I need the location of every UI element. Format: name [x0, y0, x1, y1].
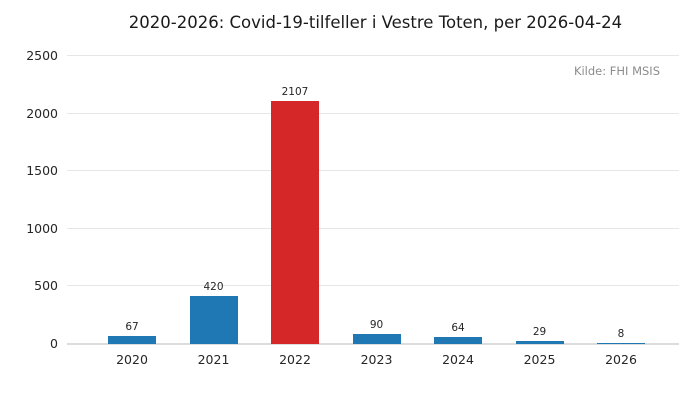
gridline [67, 170, 679, 172]
x-tick-label: 2025 [523, 352, 556, 367]
y-tick-label: 1000 [26, 220, 58, 236]
x-tick-label: 2026 [605, 352, 637, 367]
y-tick-label: 2000 [26, 105, 58, 121]
bar-2024 [434, 337, 482, 344]
y-tick-label: 1500 [26, 163, 58, 179]
bar-2025 [515, 341, 564, 344]
bar-2020 [108, 336, 156, 344]
bar-value-label: 29 [532, 326, 547, 338]
gridline [67, 55, 679, 56]
x-tick-label: 2020 [116, 352, 148, 367]
x-tick-label: 2023 [360, 352, 393, 367]
chart-title: 2020-2026: Covid-19-tilfeller i Vestre T… [128, 13, 623, 32]
bar-value-label: 8 [617, 328, 625, 340]
x-tick-label: 2024 [442, 352, 474, 367]
y-tick-label: 500 [34, 278, 58, 294]
gridline [67, 227, 679, 229]
baseline-gridline [67, 343, 679, 345]
gridline [67, 112, 679, 114]
bar-2026 [597, 343, 645, 344]
bar-value-label: 64 [451, 322, 465, 334]
bar-value-label: 420 [203, 281, 224, 293]
bar-2022 [271, 101, 319, 344]
bar-value-label: 67 [125, 321, 139, 333]
bar-value-label: 90 [369, 319, 384, 331]
bar-2021 [189, 296, 238, 344]
plot-area: 67 420 2107 90 64 29 8 [67, 55, 679, 345]
gridline [67, 285, 679, 287]
bar-value-label: 2107 [281, 86, 309, 98]
x-tick-label: 2021 [197, 352, 230, 367]
source-note: Kilde: FHI MSIS [573, 64, 660, 78]
bar-2023 [352, 334, 401, 344]
y-tick-label: 2500 [26, 48, 58, 63]
x-tick-label: 2022 [279, 352, 311, 367]
y-tick-label: 0 [50, 336, 58, 351]
